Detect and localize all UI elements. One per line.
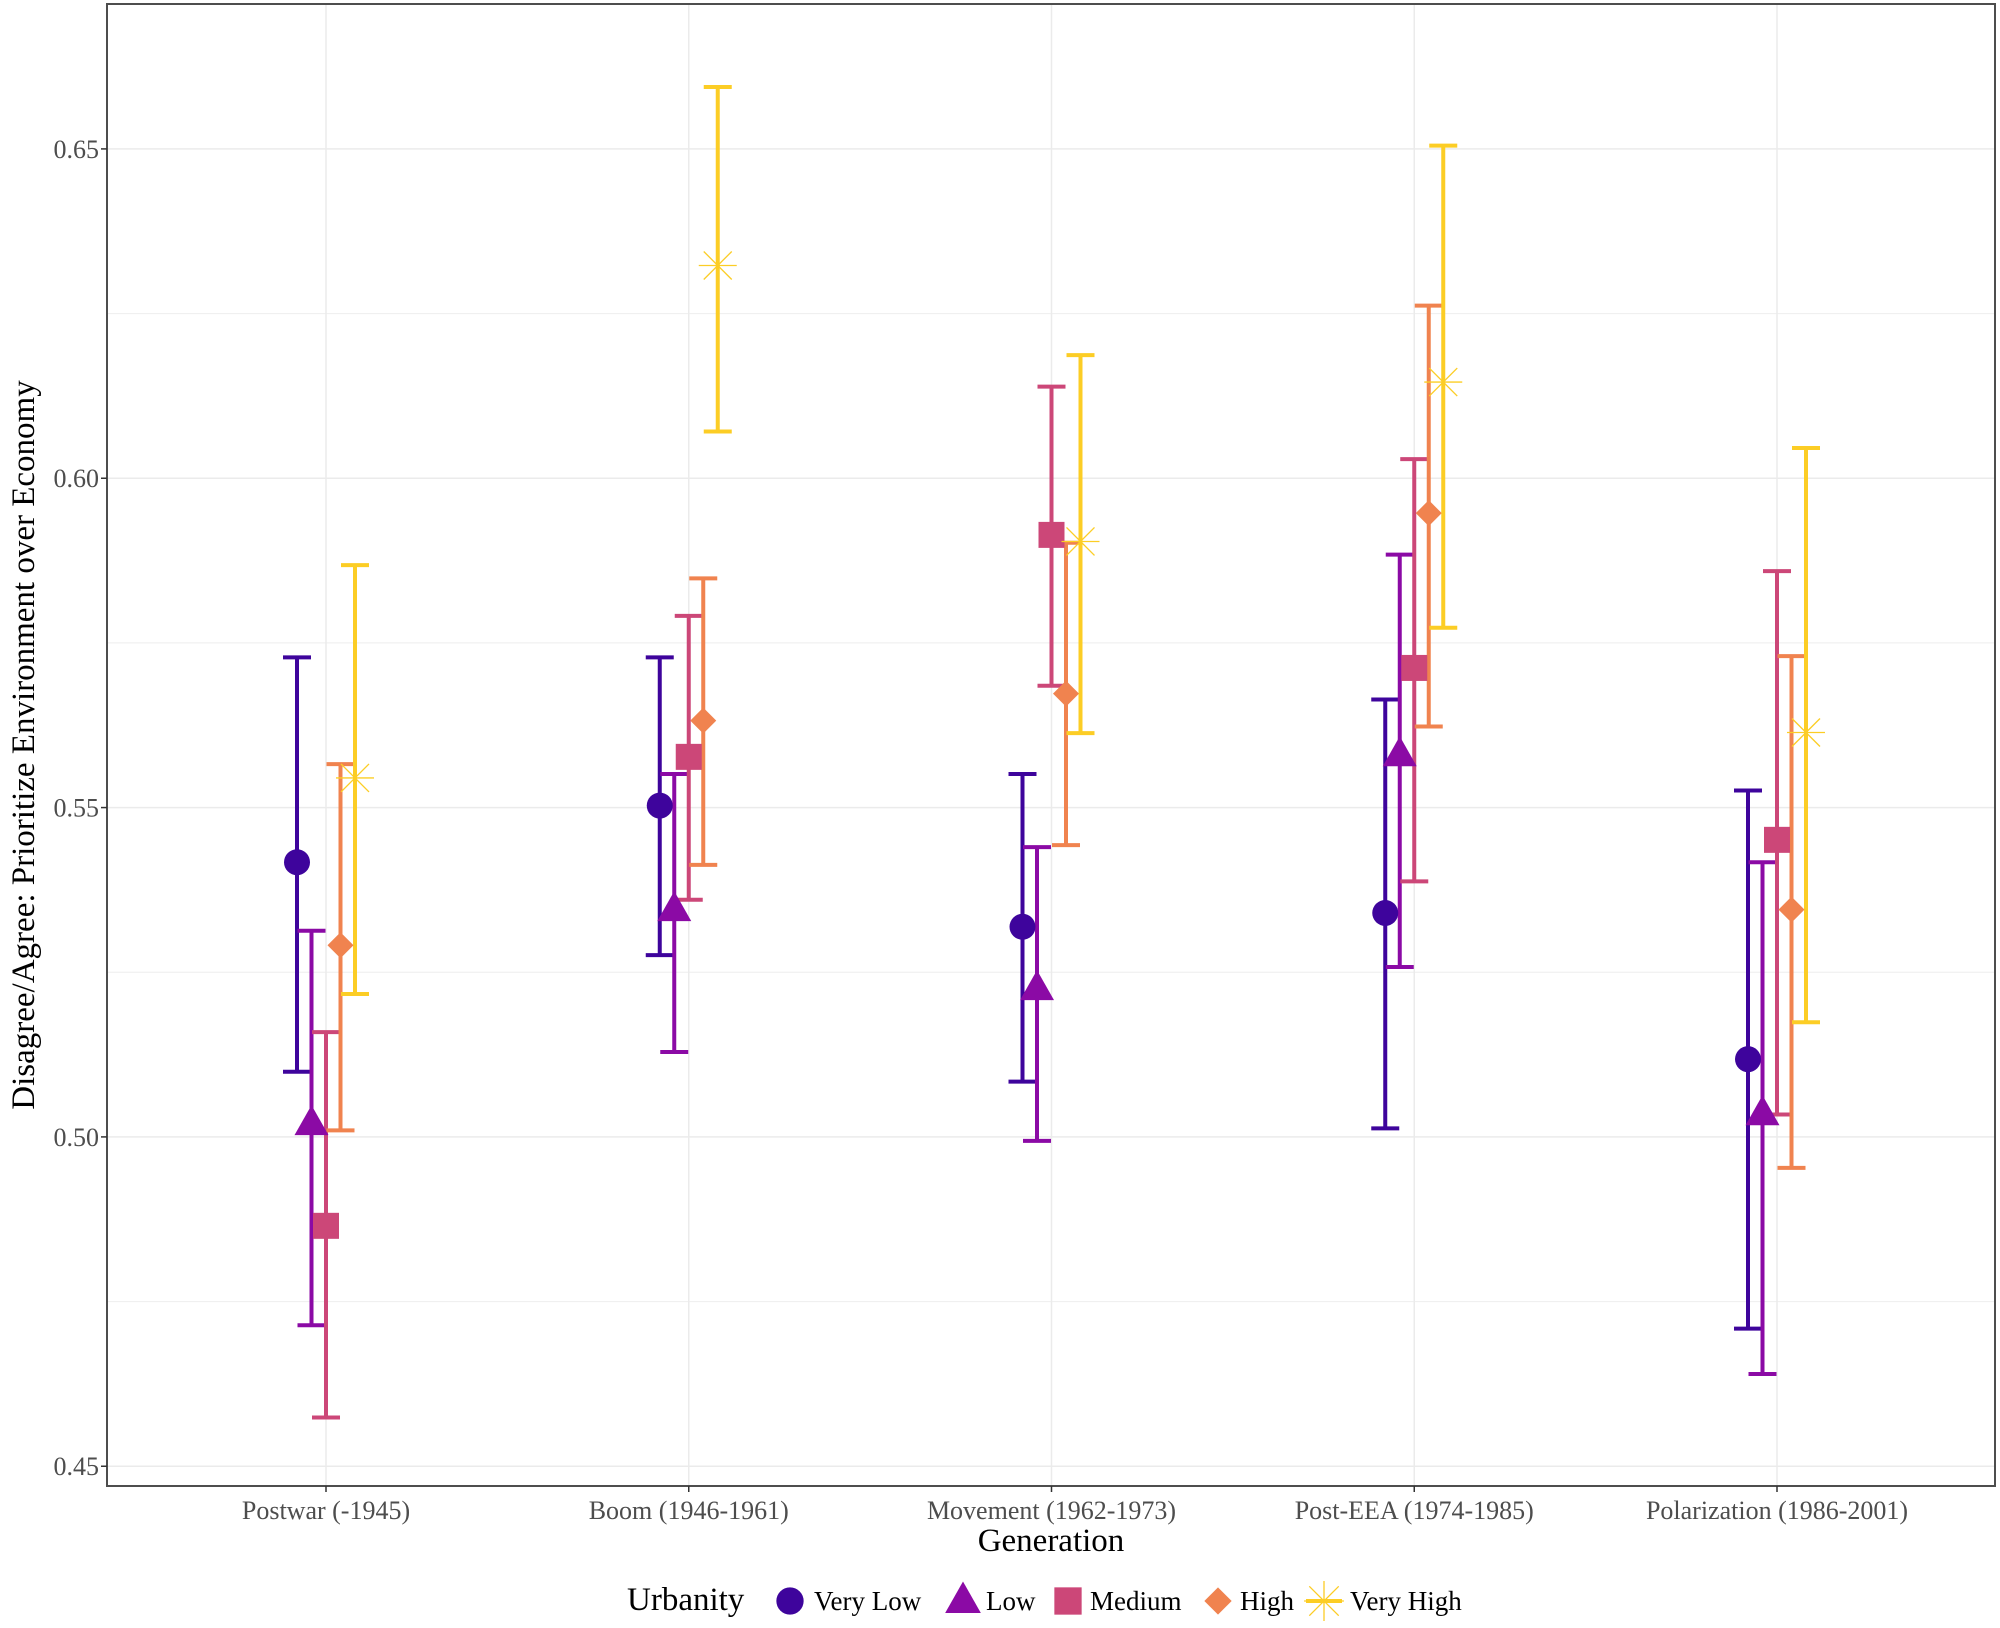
y-tick-label: 0.60 [54, 464, 100, 493]
legend-item: Very Low [776, 1586, 922, 1616]
point-square [313, 1212, 339, 1239]
point-square [1054, 1587, 1082, 1615]
y-tick-label: 0.55 [54, 794, 100, 823]
y-tick-label: 0.50 [54, 1123, 100, 1152]
point-square [1038, 521, 1065, 548]
point-diamond [1053, 680, 1079, 707]
point-asterisk [698, 251, 737, 280]
legend: Urbanity Very Low Low Medium High Very High [627, 1581, 1462, 1621]
x-tick-label: Post-EEA (1974-1985) [1295, 1496, 1534, 1525]
point-diamond [1778, 896, 1805, 923]
point-circle [1735, 1046, 1761, 1073]
x-tick-label: Polarization (1986-2001) [1646, 1496, 1908, 1525]
legend-label: Medium [1090, 1586, 1182, 1616]
point-triangle [294, 1105, 329, 1136]
point-triangle [1382, 736, 1417, 767]
error-bar [1066, 353, 1095, 736]
point-square [1401, 654, 1428, 681]
error-bar [341, 563, 369, 996]
data-marks [283, 84, 1825, 1420]
x-tick-label: Movement (1962-1973) [927, 1496, 1176, 1525]
point-circle [776, 1587, 804, 1615]
point-triangle [657, 891, 692, 922]
point-asterisk [336, 763, 374, 793]
point-asterisk [1424, 367, 1463, 397]
grid [107, 4, 1995, 1486]
point-asterisk [1061, 527, 1100, 556]
point-diamond [327, 932, 354, 959]
legend-label: Very Low [814, 1586, 922, 1616]
point-triangle [945, 1581, 981, 1613]
point-diamond [1204, 1587, 1232, 1615]
point-triangle [1745, 1095, 1780, 1126]
points-medium [313, 521, 1790, 1239]
series-low [297, 552, 1777, 1377]
points-very-high [336, 251, 1825, 793]
legend-item: Medium [1054, 1586, 1182, 1616]
point-square [675, 743, 702, 770]
point-circle [646, 792, 673, 819]
point-diamond [1415, 500, 1442, 527]
point-square [1764, 826, 1790, 853]
legend-title: Urbanity [627, 1582, 745, 1618]
x-tick-label: Boom (1946-1961) [589, 1496, 789, 1525]
error-bar [1792, 445, 1820, 1025]
points-very-low [284, 792, 1761, 1073]
y-axis-title: Disagree/Agree: Prioritize Environment o… [6, 380, 42, 1110]
legend-label: Very High [1350, 1586, 1462, 1616]
series-very-low [283, 655, 1762, 1331]
legend-item: Very High [1304, 1581, 1462, 1621]
x-tick-label: Postwar (-1945) [242, 1496, 410, 1525]
point-triangle [1020, 970, 1054, 1001]
legend-label: Low [986, 1586, 1036, 1616]
legend-label: High [1240, 1586, 1295, 1616]
points-low [294, 736, 1780, 1136]
error-bar [1429, 143, 1458, 630]
y-axis: 0.45 0.50 0.55 0.60 0.65 [54, 135, 107, 1481]
error-bar [703, 84, 732, 434]
x-axis-title: Generation [978, 1523, 1125, 1559]
legend-item: Low [945, 1581, 1036, 1616]
y-tick-label: 0.45 [54, 1452, 100, 1481]
point-circle [1372, 899, 1399, 926]
point-diamond [690, 707, 717, 734]
point-asterisk [1787, 718, 1825, 747]
series-very-high [341, 84, 1820, 1025]
points-high [327, 500, 1805, 959]
y-tick-label: 0.65 [54, 135, 100, 164]
x-axis: Postwar (-1945) Boom (1946-1961) Movement … [242, 1486, 1908, 1525]
series-high [326, 303, 1806, 1170]
point-circle [284, 849, 310, 876]
legend-item: High [1204, 1586, 1295, 1616]
point-circle [1009, 913, 1036, 940]
